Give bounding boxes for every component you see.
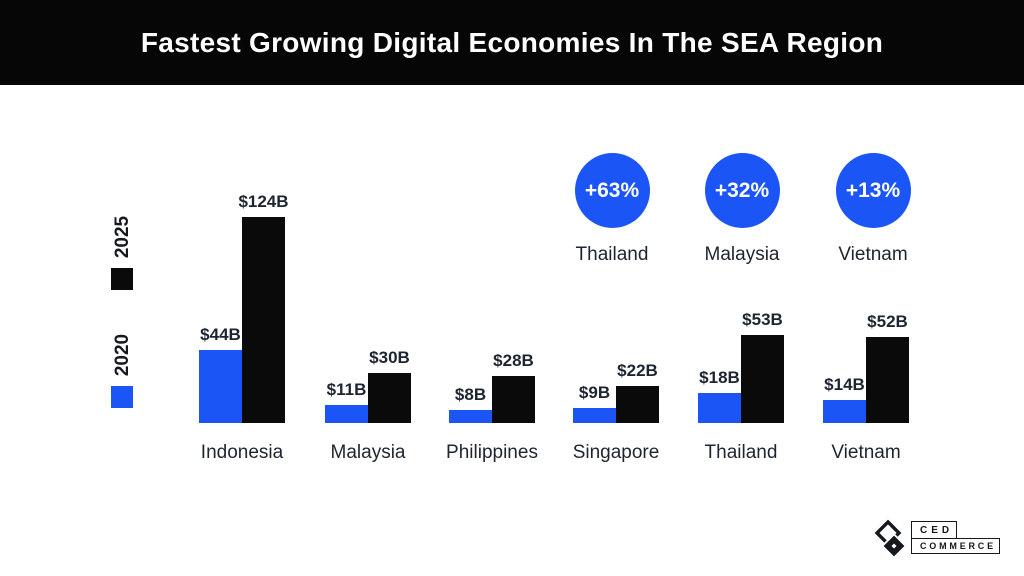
bar-2020-indonesia bbox=[199, 350, 242, 423]
legend-label-2025: 2025 bbox=[112, 215, 133, 259]
legend-swatch-2020 bbox=[111, 386, 133, 408]
bar-value-2020-singapore: $9B bbox=[578, 383, 611, 402]
bar-value-2025-thailand: $53B bbox=[742, 310, 783, 329]
growth-badge-malaysia: +32% bbox=[704, 153, 780, 228]
page-title: Fastest Growing Digital Economies In The… bbox=[140, 26, 884, 58]
bar-2025-singapore bbox=[616, 386, 659, 423]
bar-value-2020-malaysia: $11B bbox=[326, 380, 367, 399]
bar-value-2025-indonesia: $124B bbox=[238, 192, 289, 211]
legend-swatch-2025 bbox=[111, 268, 133, 290]
bar-value-2020-thailand: $18B bbox=[699, 368, 740, 387]
bar-2025-malaysia bbox=[368, 373, 411, 423]
cedcommerce-logo: CED COMMERCE bbox=[874, 519, 1000, 564]
category-label-thailand: Thailand bbox=[704, 442, 778, 463]
bar-2020-singapore bbox=[573, 408, 616, 423]
cedcommerce-diamond-icon bbox=[874, 519, 907, 564]
bar-value-2025-singapore: $22B bbox=[617, 361, 658, 380]
bar-2025-philippines bbox=[492, 376, 535, 423]
logo-line-commerce: COMMERCE bbox=[911, 538, 1000, 555]
category-label-philippines: Philippines bbox=[446, 442, 538, 463]
logo-line-ced: CED bbox=[911, 521, 958, 540]
category-label-indonesia: Indonesia bbox=[200, 442, 284, 463]
bar-value-2025-vietnam: $52B bbox=[867, 312, 908, 331]
bar-value-2020-philippines: $8B bbox=[454, 385, 487, 404]
bar-2020-malaysia bbox=[325, 405, 368, 423]
bar-2020-philippines bbox=[449, 410, 492, 423]
cedcommerce-wordmark: CED COMMERCE bbox=[911, 521, 1000, 555]
legend-label-2020: 2020 bbox=[112, 333, 133, 377]
header-bar: Fastest Growing Digital Economies In The… bbox=[0, 0, 1024, 85]
bar-2025-indonesia bbox=[242, 217, 285, 423]
bar-value-2020-vietnam: $14B bbox=[824, 375, 865, 394]
bar-value-2025-philippines: $28B bbox=[493, 351, 534, 370]
category-label-vietnam: Vietnam bbox=[831, 442, 901, 463]
bar-2020-vietnam bbox=[823, 400, 866, 423]
growth-badge-label-thailand: Thailand bbox=[575, 244, 649, 265]
bar-2025-thailand bbox=[741, 335, 784, 423]
category-label-singapore: Singapore bbox=[572, 442, 660, 463]
growth-badge-label-malaysia: Malaysia bbox=[704, 244, 780, 265]
bar-value-2020-indonesia: $44B bbox=[200, 325, 241, 344]
growth-badge-thailand: +63% bbox=[574, 153, 650, 228]
bar-value-2025-malaysia: $30B bbox=[369, 348, 410, 367]
category-label-malaysia: Malaysia bbox=[330, 442, 406, 463]
bar-2020-thailand bbox=[698, 393, 741, 423]
growth-badge-label-vietnam: Vietnam bbox=[838, 244, 908, 265]
bar-2025-vietnam bbox=[866, 337, 909, 423]
growth-badge-vietnam: +13% bbox=[835, 153, 911, 228]
